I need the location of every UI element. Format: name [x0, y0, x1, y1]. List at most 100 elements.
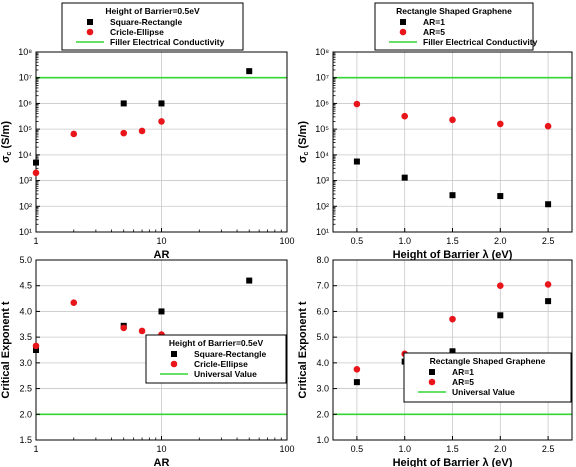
x-tick-label: 2.0	[494, 236, 507, 246]
black-square-point	[33, 159, 39, 166]
y-tick-label: 8.0	[316, 255, 329, 265]
legend-entry: Square-Rectangle	[194, 349, 267, 359]
y-tick-label: 3.5	[19, 332, 32, 342]
legend: Rectangle Shaped GrapheneAR=1AR=5Univers…	[403, 352, 572, 403]
x-tick-label: 2.5	[542, 236, 555, 246]
black-square-point	[33, 347, 39, 353]
y-tick-label: 3.0	[19, 358, 32, 368]
black-square-point	[246, 68, 253, 75]
legend-title: Height of Barrier=0.5eV	[169, 338, 264, 348]
legend-entry: AR=5	[423, 27, 445, 37]
black-square-point	[449, 348, 456, 355]
legend-marker	[400, 19, 406, 25]
legend-entry: Filler Electrical Conductivity	[423, 37, 538, 47]
black-square-point	[449, 192, 456, 199]
y-tick-label: 3.0	[316, 384, 329, 394]
y-tick-label: 10⁴	[315, 150, 329, 160]
legend: Height of Barrier=0.5eVSquare-RectangleC…	[145, 334, 287, 384]
red-circle-point	[544, 122, 552, 130]
y-tick-label: 10³	[316, 176, 329, 186]
y-tick-label: 10³	[19, 176, 32, 186]
y-tick-label: 10⁶	[18, 98, 32, 108]
red-circle-point	[32, 342, 40, 350]
legend: Rectangle Shaped GrapheneAR=1AR=5Filler …	[374, 2, 538, 51]
y-tick-label: 10²	[316, 201, 329, 211]
chart-panel-2: 0.5 1.0 1.5 2.0 2.5 10¹ 10² 10³ 10⁴ 10⁵ 10⁶ 10⁷ 10⁸ H…	[297, 2, 573, 261]
y-tick-label: 4.5	[19, 281, 32, 291]
legend-entry: AR=5	[452, 377, 474, 387]
black-square-point	[497, 193, 504, 200]
x-axis-label: AR	[154, 457, 170, 467]
red-circle-point	[158, 118, 165, 125]
red-circle-point	[353, 100, 361, 108]
y-tick-label: 10²	[19, 201, 32, 211]
y-tick-label: 10⁸	[315, 47, 329, 57]
legend-box	[145, 334, 287, 384]
legend-entry: Cricle-Ellipse	[110, 27, 164, 37]
plot-frame	[35, 51, 288, 233]
y-tick-label: 4.0	[19, 306, 32, 316]
x-tick-label: 1.0	[398, 236, 411, 246]
red-circle-point	[544, 281, 552, 288]
red-circle-point	[120, 324, 128, 332]
x-axis-label: Height of Barrier λ (eV)	[393, 249, 513, 261]
black-square-point	[545, 298, 552, 305]
black-square-point	[158, 100, 165, 107]
legend-entry: Universal Value	[452, 387, 515, 397]
legend-marker	[399, 28, 407, 36]
x-tick-label: 100	[279, 444, 294, 454]
y-tick-label: 10⁷	[19, 73, 32, 83]
red-circle-point	[138, 327, 146, 335]
red-circle-point	[449, 315, 456, 323]
y-tick-label: 1.0	[316, 435, 329, 445]
black-square-point	[353, 158, 360, 165]
black-square-point	[120, 100, 127, 107]
x-tick-label: 1	[33, 444, 38, 454]
y-tick-label: 2.0	[316, 409, 329, 419]
y-tick-label: 10⁴	[18, 150, 32, 160]
y-tick-label: 5.0	[316, 332, 329, 342]
x-tick-label: 1.5	[446, 236, 459, 246]
legend-entry: AR=1	[452, 367, 474, 377]
legend-marker	[86, 28, 94, 36]
y-tick-label: 10¹	[316, 227, 329, 237]
y-axis-label: σc (S/m)	[0, 121, 13, 163]
red-circle-point	[120, 129, 128, 137]
y-tick-label: 10⁷	[316, 73, 329, 83]
legend-entry: Universal Value	[194, 369, 257, 379]
x-tick-label: 0.5	[351, 444, 364, 454]
legend-entry: Filler Electrical Conductivity	[110, 37, 225, 47]
y-tick-label: 10⁵	[315, 124, 329, 134]
y-tick-label: 10⁸	[18, 47, 32, 57]
black-square-point	[353, 379, 360, 386]
x-tick-label: 1	[33, 236, 38, 246]
y-tick-label: 10⁶	[315, 98, 329, 108]
y-tick-label: 5.0	[19, 255, 32, 265]
x-tick-label: 100	[279, 236, 294, 246]
x-tick-label: 1.0	[398, 444, 411, 454]
red-circle-point	[497, 120, 504, 128]
black-square-point	[246, 277, 253, 284]
red-circle-point	[497, 282, 504, 290]
y-tick-label: 2.0	[19, 409, 32, 419]
legend-marker	[429, 369, 435, 375]
red-circle-point	[70, 130, 78, 138]
black-square-point	[401, 174, 408, 181]
legend-entry: Square-Rectangle	[110, 17, 183, 27]
legend-title: Rectangle Shaped Graphene	[430, 356, 546, 366]
legend-marker	[171, 351, 177, 357]
red-circle-point	[449, 116, 456, 124]
legend-marker	[87, 19, 93, 25]
legend-title: Height of Barrier=0.5eV	[105, 6, 200, 16]
legend: Height of Barrier=0.5eVSquare-RectangleC…	[61, 2, 244, 51]
red-circle-point	[70, 299, 78, 306]
y-tick-label: 10¹	[19, 227, 32, 237]
legend-marker	[428, 378, 436, 386]
black-square-point	[158, 308, 165, 315]
chart-panel-3: 1 10 100 1.5 2.0 2.5 3.0 3.5 4.0 4.5 5.0 AR Critical…	[0, 255, 295, 467]
x-tick-label: 1.5	[446, 444, 459, 454]
red-circle-point	[32, 169, 40, 177]
y-tick-label: 2.5	[19, 384, 32, 394]
legend-title: Rectangle Shaped Graphene	[396, 6, 512, 16]
